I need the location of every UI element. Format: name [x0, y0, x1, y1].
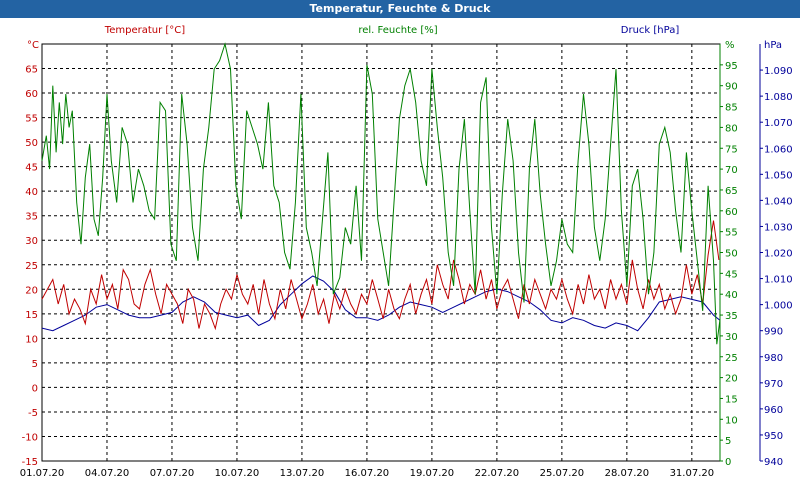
- humidity-tick-label: 50: [725, 249, 738, 260]
- temp-tick-label: 45: [25, 163, 38, 174]
- temp-tick-label: 15: [25, 310, 38, 321]
- pressure-unit-label: hPa: [764, 40, 782, 51]
- x-tick-label: 28.07.20: [605, 468, 650, 479]
- pressure-tick-label: 1.050: [764, 170, 793, 181]
- humidity-tick-label: 15: [725, 394, 738, 405]
- pressure-tick-label: 960: [764, 405, 783, 416]
- pressure-tick-label: 940: [764, 457, 783, 468]
- pressure-tick-label: 1.010: [764, 275, 793, 286]
- pressure-tick-label: 980: [764, 353, 783, 364]
- right-axis-pressure: 940 950 960 970 980 990 1.000 1.010 1.020 1.030 1.…: [759, 40, 793, 468]
- legend: Temperatur [°C] rel. Feuchte [%] Druck [hP…: [104, 25, 680, 36]
- temp-tick-label: 50: [25, 138, 38, 149]
- humidity-unit-label: %: [725, 40, 735, 51]
- x-axis: 01.07.20 04.07.20 07.07.20 10.07.20 13.07.20…: [20, 468, 714, 479]
- grid: [41, 44, 720, 462]
- pressure-tick-label: 990: [764, 327, 783, 338]
- humidity-tick-label: 0: [725, 457, 731, 468]
- temp-tick-label: 25: [25, 261, 38, 272]
- series-line-hum: [41, 42, 721, 345]
- humidity-tick-label: 60: [725, 207, 738, 218]
- x-tick-label: 13.07.20: [280, 468, 325, 479]
- temp-tick-label: 5: [32, 359, 38, 370]
- legend-pressure: Druck [hPa]: [621, 25, 680, 36]
- pressure-tick-label: 1.040: [764, 196, 793, 207]
- chart-title: Temperatur, Feuchte & Druck: [0, 0, 800, 18]
- humidity-tick-label: 95: [725, 61, 738, 72]
- x-tick-label: 19.07.20: [410, 468, 455, 479]
- series-line-temp: [41, 220, 720, 331]
- temp-tick-label: 35: [25, 212, 38, 223]
- humidity-tick-label: 80: [725, 123, 738, 134]
- pressure-tick-label: 970: [764, 379, 783, 390]
- humidity-tick-label: 70: [725, 165, 738, 176]
- humidity-tick-label: 25: [725, 353, 738, 364]
- x-tick-label: 04.07.20: [85, 468, 130, 479]
- temp-tick-label: -10: [22, 432, 38, 443]
- humidity-tick-label: 65: [725, 186, 738, 197]
- humidity-tick-label: 20: [725, 374, 738, 385]
- temp-tick-label: 65: [25, 65, 38, 76]
- x-tick-label: 07.07.20: [150, 468, 195, 479]
- temp-tick-label: 30: [25, 236, 38, 247]
- left-axis-temperature: -15 -10 -5 0 5 10 15 20 25 30 35 40 45 50 55 60 65 °C: [22, 40, 39, 468]
- temp-tick-label: 20: [25, 285, 38, 296]
- x-tick-label: 10.07.20: [215, 468, 260, 479]
- chart: -15 -10 -5 0 5 10 15 20 25 30 35 40 45 50 55 60 65 °C 0 5 1…: [0, 18, 800, 500]
- pressure-tick-label: 1.060: [764, 144, 793, 155]
- pressure-tick-label: 1.090: [764, 66, 793, 77]
- middle-axis-humidity: 0 5 10 15 20 25 30 35 40 45 50 55 60 65 70 75 80 85 90 95%: [719, 40, 738, 468]
- x-tick-label: 25.07.20: [540, 468, 585, 479]
- temp-tick-label: 10: [25, 334, 38, 345]
- pressure-tick-label: 1.020: [764, 249, 793, 260]
- temp-tick-label: 55: [25, 114, 38, 125]
- temp-tick-label: 60: [25, 89, 38, 100]
- humidity-tick-label: 45: [725, 269, 738, 280]
- humidity-tick-label: 40: [725, 290, 738, 301]
- humidity-tick-label: 75: [725, 144, 738, 155]
- legend-temperature: Temperatur [°C]: [104, 25, 185, 36]
- pressure-tick-label: 1.000: [764, 301, 793, 312]
- humidity-tick-label: 55: [725, 228, 738, 239]
- temp-unit-label: °C: [27, 40, 39, 51]
- pressure-tick-label: 1.080: [764, 92, 793, 103]
- humidity-tick-label: 10: [725, 415, 738, 426]
- x-tick-label: 01.07.20: [20, 468, 65, 479]
- x-tick-label: 22.07.20: [475, 468, 520, 479]
- humidity-tick-label: 30: [725, 332, 738, 343]
- humidity-tick-label: 90: [725, 82, 738, 93]
- x-tick-label: 16.07.20: [345, 468, 390, 479]
- humidity-tick-label: 35: [725, 311, 738, 322]
- temp-tick-label: -15: [22, 457, 38, 468]
- temp-tick-label: 40: [25, 187, 38, 198]
- x-tick-label: 31.07.20: [670, 468, 715, 479]
- temp-tick-label: -5: [28, 408, 38, 419]
- series-layer: [41, 42, 721, 345]
- pressure-tick-label: 1.030: [764, 222, 793, 233]
- humidity-tick-label: 5: [725, 436, 731, 447]
- pressure-tick-label: 950: [764, 431, 783, 442]
- humidity-tick-label: 85: [725, 103, 738, 114]
- pressure-tick-label: 1.070: [764, 118, 793, 129]
- temp-tick-label: 0: [32, 383, 38, 394]
- legend-humidity: rel. Feuchte [%]: [358, 25, 437, 36]
